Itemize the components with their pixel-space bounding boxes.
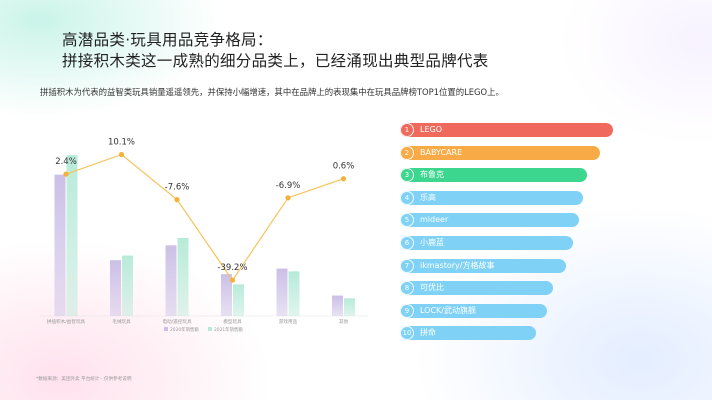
brand-bar-3 (400, 168, 588, 183)
page-subtitle: 拼插积木为代表的益智类玩具销量遥遥领先，并保持小幅增速，其中在品牌上的表现集中在… (40, 87, 504, 97)
bar-2020-2 (165, 245, 177, 316)
brand-row: 10 拼命 (398, 325, 628, 341)
brand-name: 布鲁克 (420, 170, 444, 180)
title-line-2: 拼接积木类这一成熟的细分品类上，已经涌现出典型品牌代表 (62, 52, 489, 70)
brand-bar-6 (400, 235, 573, 250)
brand-name: LOCK/武动旗舰 (420, 305, 476, 315)
brand-bar-4 (400, 190, 584, 205)
x-tick-label-5: 其他 (339, 318, 349, 325)
legend-label-1: 2021年销售额 (214, 326, 243, 333)
brand-rank: 1 (400, 123, 414, 137)
bar-2020-5 (332, 295, 343, 316)
growth-label-5: 0.6% (333, 162, 355, 172)
brand-name: ikmastory/方格故事 (420, 260, 495, 270)
x-tick-label-1: 毛绒玩具 (112, 318, 131, 325)
x-tick-label-2: 电动/遥控玩具 (162, 318, 192, 325)
x-tick-label-4: 游戏用品 (279, 318, 298, 325)
bar-2020-1 (110, 260, 121, 316)
legend-swatch-0 (164, 327, 168, 331)
growth-label-2: -7.6% (165, 183, 190, 193)
growth-label-4: -6.9% (276, 181, 301, 191)
brand-row: 5 mideer (398, 212, 628, 228)
bar-2020-4 (276, 268, 288, 316)
title-line-1: 高潜品类·玩具用品竞争格局： (62, 31, 273, 49)
brand-name: mideer (420, 215, 449, 225)
brand-row: 9 LOCK/武动旗舰 (398, 303, 628, 319)
brand-rank: 2 (400, 145, 414, 160)
brand-name: 小鹿蓝 (420, 237, 444, 247)
x-tick-label-3: 模型玩具 (223, 318, 242, 325)
growth-line (65, 153, 344, 282)
brand-ranking-list: 1 LEGO 2 BABYCARE 3 布鲁克 4 乐高 5 mideer 6 小鹿蓝 7 ikmasto… (398, 122, 628, 348)
brand-row: 6 小鹿蓝 (398, 235, 628, 251)
brand-rank: 3 (400, 168, 414, 183)
growth-point-2 (174, 197, 180, 203)
brand-row: 8 可优比 (398, 280, 628, 296)
brand-bar-10 (400, 326, 537, 341)
growth-point-4 (285, 195, 291, 201)
brand-rank: 10 (400, 326, 414, 341)
brand-rank: 5 (400, 213, 414, 228)
growth-point-3 (229, 277, 236, 283)
x-tick-label-0: 拼插积木/益智玩具 (47, 318, 86, 325)
brand-bar-1 (400, 123, 613, 137)
brand-name: BABYCARE (420, 147, 463, 157)
growth-label-3: -39.2% (217, 263, 247, 273)
footnote: *数据来源：美团外卖 平台统计 · 仅供参考说明 (36, 377, 132, 382)
brand-row: 3 布鲁克 (398, 167, 628, 183)
bar-2021-3 (233, 284, 244, 316)
brand-row: 4 乐高 (398, 190, 628, 206)
brand-rank: 7 (400, 258, 414, 273)
bar-2020-3 (221, 274, 232, 316)
brand-rank: 4 (400, 190, 414, 205)
brand-bar-9 (400, 303, 547, 318)
bar-2021-1 (122, 255, 133, 316)
growth-point-1 (118, 151, 125, 158)
legend-label-0: 2020年销售额 (170, 326, 199, 333)
growth-point-0 (63, 171, 69, 177)
brand-bar-5 (400, 213, 579, 228)
brand-name: LEGO (420, 125, 443, 134)
brand-row: 1 LEGO (398, 122, 628, 138)
bar-2021-2 (177, 237, 189, 316)
brand-name: 拼命 (420, 328, 436, 338)
bar-2020-0 (54, 174, 66, 316)
brand-bar-7 (400, 258, 567, 273)
brand-row: 2 BABYCARE (398, 145, 628, 161)
growth-label-1: 10.1% (108, 137, 135, 147)
brand-name: 可优比 (420, 283, 444, 293)
bar-2021-5 (344, 298, 355, 316)
brand-name: 乐高 (420, 192, 436, 202)
brand-bar-8 (400, 281, 554, 296)
brand-row: 7 ikmastory/方格故事 (398, 258, 628, 274)
page-title: 高潜品类·玩具用品竞争格局： 拼接积木类这一成熟的细分品类上，已经涌现出典型品牌… (62, 30, 489, 72)
brand-bar-2 (400, 145, 601, 160)
bar-2021-0 (66, 155, 78, 316)
brand-rank: 8 (400, 281, 414, 296)
growth-label-0: 2.4% (55, 157, 77, 167)
brand-rank: 9 (400, 303, 414, 318)
brand-rank: 6 (400, 235, 414, 250)
bar-2021-4 (288, 271, 300, 316)
legend-swatch-1 (208, 327, 212, 331)
growth-point-5 (340, 176, 347, 182)
